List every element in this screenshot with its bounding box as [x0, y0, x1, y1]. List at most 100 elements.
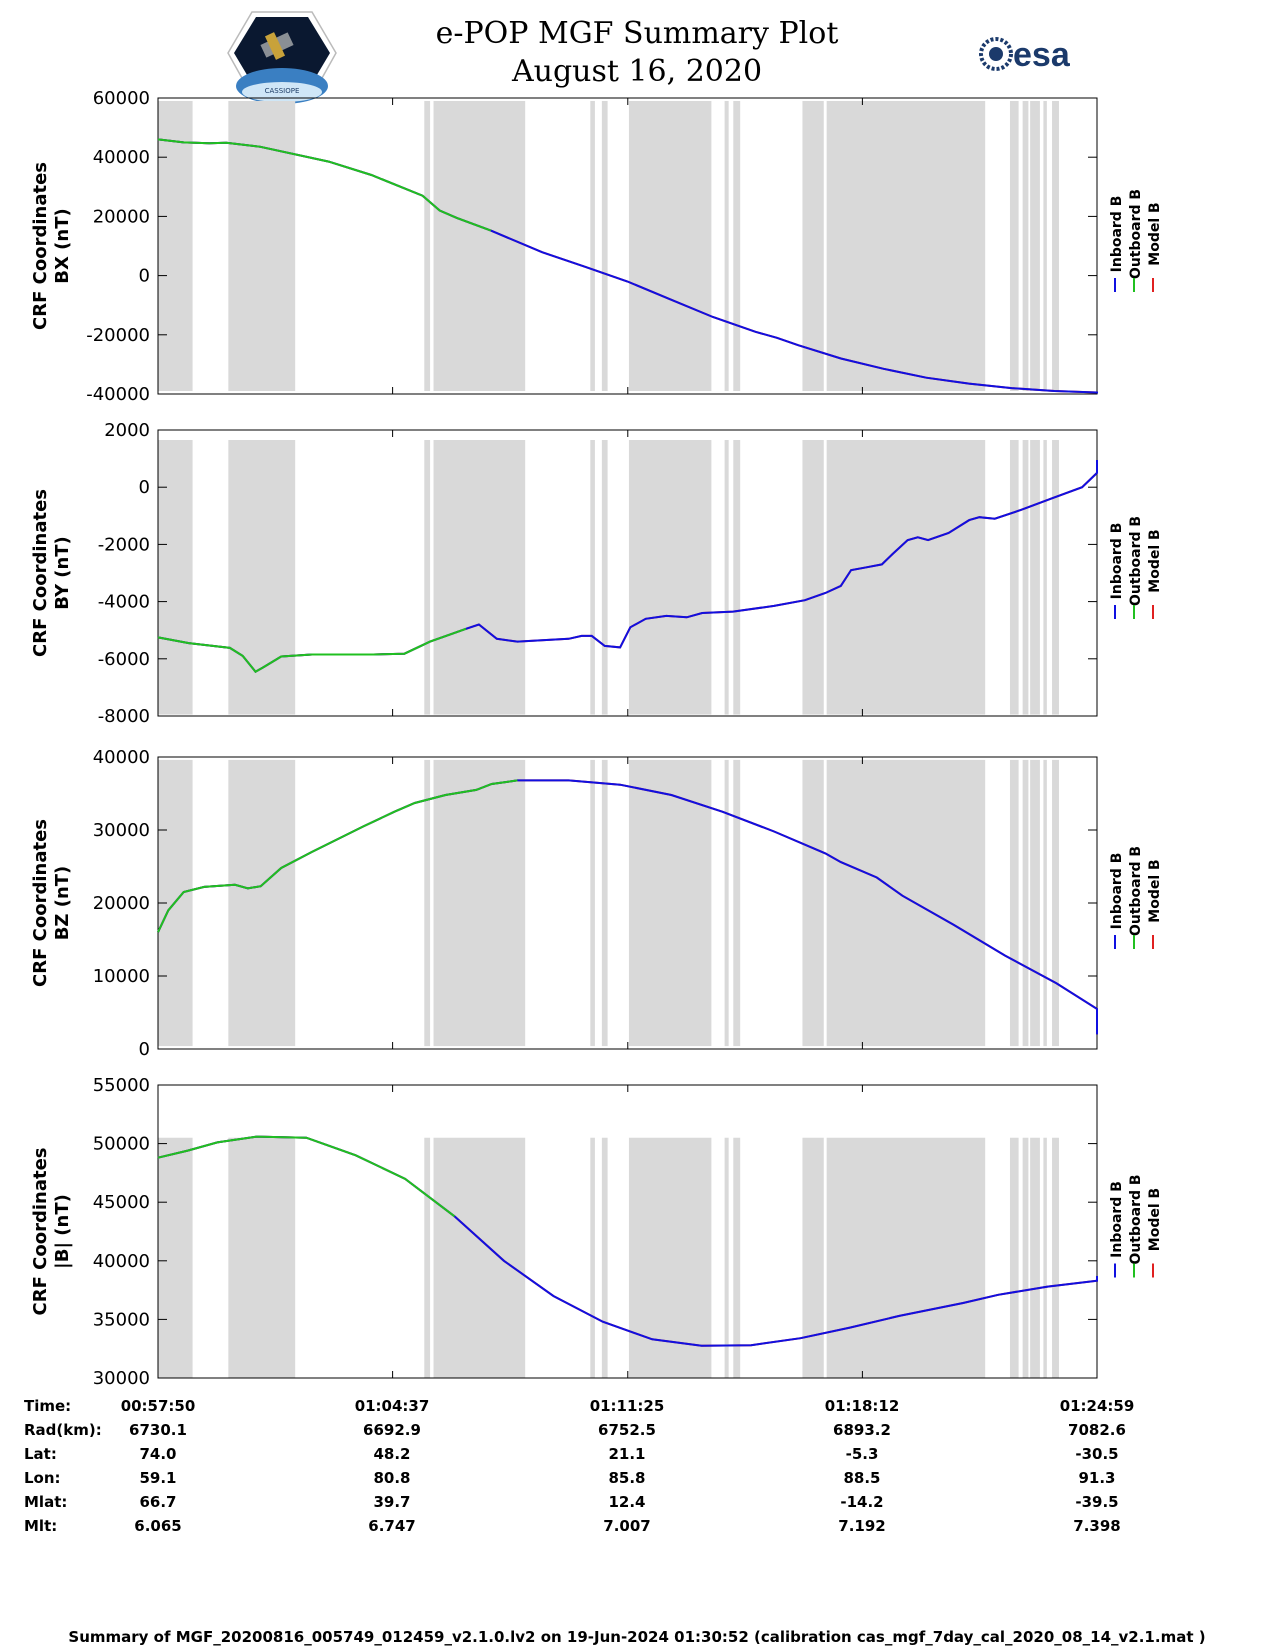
- y-axis-label: CRF Coordinates|B| (nT): [30, 1148, 73, 1316]
- panel-bx: 60000 40000 20000 0 -20000 -40000 CRF Coordina…: [30, 88, 1163, 405]
- y-tick-label: 30000: [93, 1368, 150, 1389]
- shaded-interval: [424, 440, 431, 715]
- shaded-interval: [424, 759, 431, 1047]
- shaded-interval: [228, 759, 296, 1047]
- legend-label: Inboard B: [1109, 196, 1125, 273]
- shaded-interval: [590, 100, 595, 392]
- shaded-interval: [1022, 759, 1029, 1047]
- shaded-interval: [590, 759, 595, 1047]
- ephemeris-value: 91.3: [1078, 1469, 1115, 1487]
- series-outboard-b: [157, 627, 467, 673]
- ephemeris-value: 7082.6: [1068, 1421, 1126, 1439]
- shaded-interval: [1030, 100, 1040, 392]
- ephemeris-value: -5.3: [846, 1445, 879, 1463]
- ephemeris-value: -30.5: [1075, 1445, 1118, 1463]
- shaded-interval: [826, 1137, 986, 1378]
- y-tick-label: 20000: [93, 893, 150, 914]
- y-tick-label: 50000: [93, 1134, 150, 1155]
- ephemeris-value: 88.5: [843, 1469, 880, 1487]
- ephemeris-row-label: Mlat:: [24, 1493, 67, 1511]
- shaded-interval: [1009, 100, 1019, 392]
- shaded-interval: [733, 100, 741, 392]
- shaded-interval: [1022, 1137, 1029, 1378]
- y-tick-label: 10000: [93, 966, 150, 987]
- y-axis-label: CRF CoordinatesBX (nT): [30, 162, 73, 330]
- ephemeris-value: 01:11:25: [590, 1397, 665, 1415]
- y-tick-label: 0: [139, 1039, 150, 1060]
- shaded-interval: [601, 759, 608, 1047]
- shaded-interval: [724, 440, 729, 715]
- ephemeris-value: 7.398: [1073, 1517, 1120, 1535]
- ephemeris-value: 7.192: [838, 1517, 885, 1535]
- legend-label: Outboard B: [1128, 516, 1144, 606]
- ephemeris-value: 85.8: [608, 1469, 645, 1487]
- shaded-interval: [601, 100, 608, 392]
- panel-by: 2000 0 -2000 -4000 -6000 -8000 CRF Coordinates…: [30, 420, 1163, 727]
- shaded-interval: [1043, 759, 1047, 1047]
- y-tick-label: -8000: [98, 706, 150, 727]
- cassiope-logo: CASSIOPE: [227, 11, 337, 104]
- shaded-interval: [433, 440, 526, 715]
- ephemeris-value: 80.8: [373, 1469, 410, 1487]
- plot-title: e-POP MGF Summary Plot: [436, 16, 839, 51]
- shaded-interval: [1009, 440, 1019, 715]
- y-tick-label: 40000: [93, 747, 150, 768]
- shaded-interval: [1052, 100, 1059, 392]
- shaded-interval: [424, 1137, 431, 1378]
- legend-label: Inboard B: [1109, 1181, 1125, 1258]
- ephemeris-value: 6752.5: [598, 1421, 656, 1439]
- cassiope-logo-text: CASSIOPE: [265, 87, 300, 95]
- shaded-interval: [228, 100, 296, 392]
- ephemeris-row-label: Rad(km):: [24, 1421, 102, 1439]
- shaded-interval: [1052, 1137, 1059, 1378]
- ephemeris-value: 6692.9: [363, 1421, 421, 1439]
- ephemeris-value: -14.2: [840, 1493, 883, 1511]
- legend-label: Model B: [1147, 529, 1163, 592]
- shaded-interval: [1043, 440, 1047, 715]
- shaded-interval: [628, 759, 712, 1047]
- shaded-interval: [1030, 440, 1040, 715]
- shaded-interval: [1022, 440, 1029, 715]
- y-tick-label: 0: [139, 477, 150, 498]
- shaded-interval: [433, 100, 526, 392]
- ephemeris-value: 6.065: [134, 1517, 181, 1535]
- shaded-interval: [590, 440, 595, 715]
- shaded-interval: [733, 440, 741, 715]
- shaded-interval: [802, 440, 824, 715]
- shaded-interval: [1030, 1137, 1040, 1378]
- y-tick-label: 0: [139, 266, 150, 287]
- legend-label: Model B: [1147, 859, 1163, 922]
- legend-label: Inboard B: [1109, 523, 1125, 600]
- shaded-interval: [802, 100, 824, 392]
- ephemeris-table: Time: Rad(km): Lat: Lon: Mlat: Mlt: 00:57:50 67…: [24, 1397, 1134, 1535]
- shaded-interval: [601, 440, 608, 715]
- shaded-interval: [1009, 1137, 1019, 1378]
- panel-bmag: 55000 50000 45000 40000 35000 30000 CRF Coordi…: [30, 1075, 1163, 1389]
- shaded-interval: [601, 1137, 608, 1378]
- shaded-interval: [724, 759, 729, 1047]
- shaded-interval: [1052, 759, 1059, 1047]
- ephemeris-value: 12.4: [608, 1493, 645, 1511]
- series-outboard-b: [157, 138, 492, 232]
- legend-label: Outboard B: [1128, 189, 1144, 279]
- y-tick-label: 45000: [93, 1192, 150, 1213]
- shaded-interval: [733, 1137, 741, 1378]
- shaded-interval: [1043, 100, 1047, 392]
- shaded-interval: [724, 1137, 729, 1378]
- series-outboard-b: [157, 779, 518, 933]
- y-tick-label: 60000: [93, 88, 150, 109]
- shaded-interval: [628, 100, 712, 392]
- y-tick-label: 30000: [93, 820, 150, 841]
- y-axis-label: CRF CoordinatesBY (nT): [30, 489, 73, 657]
- shaded-interval: [724, 100, 729, 392]
- footer-caption: Summary of MGF_20200816_005749_012459_v2…: [68, 1628, 1205, 1646]
- ephemeris-value: 74.0: [139, 1445, 176, 1463]
- y-tick-label: -6000: [98, 649, 150, 670]
- shaded-interval: [158, 1137, 193, 1378]
- legend-label: Outboard B: [1128, 1174, 1144, 1264]
- y-axis-label: CRF CoordinatesBZ (nT): [30, 819, 73, 987]
- ephemeris-value: 01:04:37: [355, 1397, 430, 1415]
- y-tick-label: 2000: [104, 420, 150, 441]
